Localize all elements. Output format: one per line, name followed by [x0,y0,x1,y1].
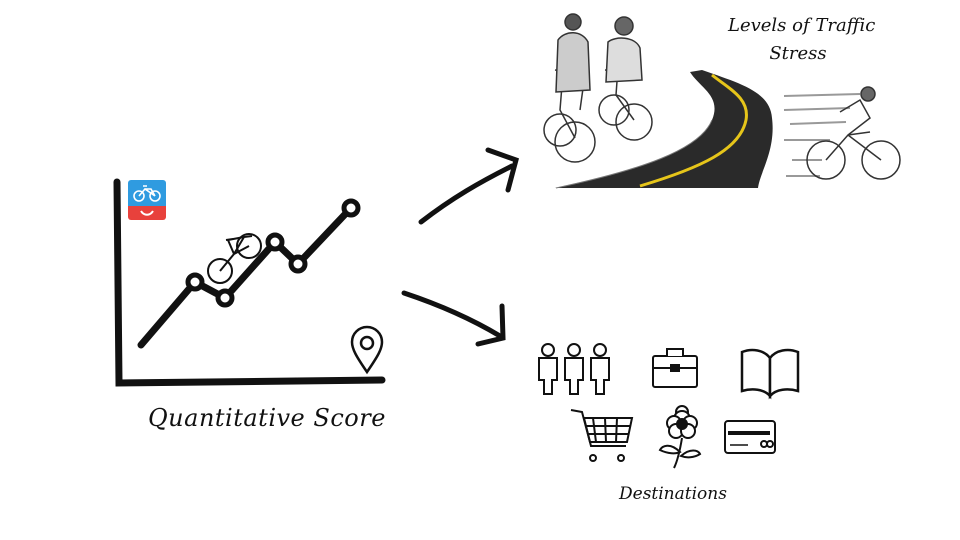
traffic-stress-label-line2: Stress [769,43,827,64]
traffic-stress-label-line1: Levels of Traffic [728,15,876,36]
road-illustration [555,70,773,189]
flower-icon [658,405,702,469]
bicycle-icon [207,233,262,284]
chart-axes [113,178,386,387]
smile-icon [140,210,154,216]
book-icon [740,348,800,400]
cyclists-illustration [543,13,653,163]
bike-app-icon [128,180,166,220]
briefcase-icon [652,348,698,388]
people-icon [538,343,610,395]
arrow-to-destinations [401,290,506,347]
map-pin-icon [350,325,384,375]
score-trend-line [137,204,355,349]
destinations-label: Destinations [619,484,727,504]
traffic-stress-label: Levels of Traffic Stress [728,12,876,68]
score-trend-points [185,198,361,308]
credit-card-icon [724,420,776,454]
shopping-cart-icon [570,409,634,462]
arrow-to-traffic-stress [418,147,520,225]
fast-cyclist-illustration [783,86,901,180]
bicycle-icon [133,185,161,202]
quantitative-score-label: Quantitative Score [148,404,386,432]
